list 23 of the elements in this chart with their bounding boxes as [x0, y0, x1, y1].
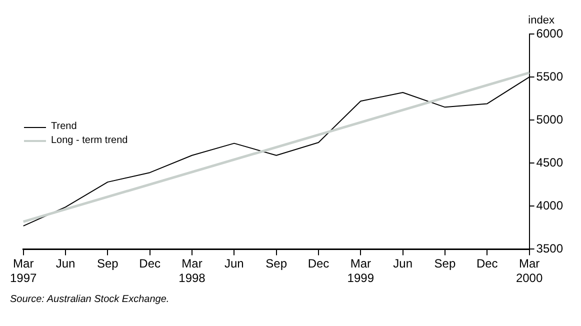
x-tick-label: Sep	[434, 256, 456, 271]
x-tick-label: Sep	[266, 256, 288, 271]
y-tick-label: 5000	[536, 112, 564, 126]
x-tick-label: Dec	[308, 256, 330, 271]
x-tick-label: Jun	[56, 256, 76, 271]
x-tick-label: Jun	[224, 256, 244, 271]
x-tick-label: Mar 1997	[10, 256, 38, 286]
x-tick-label: Mar 2000	[516, 256, 543, 286]
y-tick-label: 4500	[536, 155, 564, 170]
y-tick-label: 3500	[536, 242, 564, 256]
x-tick-label: Sep	[96, 256, 119, 271]
legend-label: Long - term trend	[51, 134, 128, 148]
x-tick-label: Dec	[476, 256, 498, 271]
x-tick-label: Dec	[139, 256, 161, 271]
legend-label: Trend	[51, 120, 77, 134]
source-note: Source: Australian Stock Exchange.	[10, 294, 170, 305]
y-tick-label: 4000	[536, 198, 564, 212]
y-tick-label: 5500	[536, 69, 564, 84]
y-axis-title: index	[528, 14, 555, 27]
x-tick-label: Jun	[393, 256, 412, 271]
x-tick-label: Mar 1999	[347, 256, 374, 286]
y-tick-label: 6000	[536, 26, 564, 40]
x-tick-label: Mar 1998	[178, 256, 206, 286]
